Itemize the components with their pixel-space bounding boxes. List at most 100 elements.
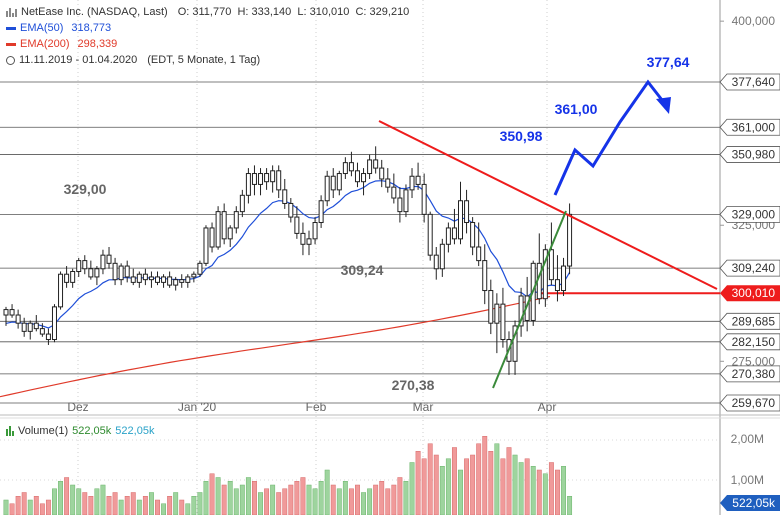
price-level-tag	[719, 205, 780, 223]
candle-body	[306, 238, 312, 245]
candle	[167, 271, 173, 288]
candle-body	[482, 260, 488, 292]
price-level-tag-label: 259,670	[732, 396, 776, 410]
candle-body	[470, 222, 476, 248]
time-tick-label: Mär	[413, 400, 434, 414]
candle	[51, 304, 57, 343]
candle-body	[191, 273, 197, 278]
candle-body	[518, 295, 524, 327]
volume-bar	[494, 443, 500, 515]
candle-body	[130, 276, 136, 283]
candle-body	[215, 211, 221, 248]
candle	[494, 293, 500, 354]
candle	[161, 274, 167, 288]
volume-bar	[536, 469, 542, 515]
price-axis: 400,000325,000275,000377,640361,000350,9…	[719, 14, 780, 412]
candle-body	[227, 227, 233, 240]
volume-bar	[197, 492, 203, 515]
volume-bar	[136, 499, 142, 515]
candle-body	[136, 273, 142, 283]
candle-body	[142, 273, 148, 281]
candle	[9, 304, 15, 318]
time-tick-label: Dez	[67, 400, 88, 414]
candle	[185, 274, 191, 288]
candle	[209, 222, 215, 253]
candle	[58, 271, 64, 310]
ema200-swatch	[6, 42, 16, 46]
candle	[39, 323, 45, 337]
candle-body	[245, 173, 251, 196]
volume-bar	[209, 473, 215, 515]
candle-body	[427, 213, 433, 256]
candle	[21, 317, 27, 337]
volume-bar	[100, 484, 106, 515]
ohlc-values: O: 311,770 H: 333,140 L: 310,010 C: 329,…	[177, 6, 410, 18]
volume-bar	[464, 458, 470, 515]
volume-bar	[312, 488, 318, 515]
candle-body	[476, 246, 482, 262]
candle	[221, 203, 227, 245]
candle	[324, 170, 330, 207]
candle	[282, 178, 288, 209]
candle	[500, 287, 506, 348]
candle-body	[464, 200, 470, 224]
candle	[203, 225, 209, 267]
candle	[27, 320, 33, 340]
candle-body	[385, 178, 391, 188]
volume-bar	[367, 488, 373, 515]
volume-bars	[3, 436, 573, 515]
candle	[136, 271, 142, 288]
volume-bar	[336, 488, 342, 515]
volume-bar	[203, 481, 209, 515]
candle-body	[155, 276, 160, 283]
candle-body	[397, 197, 403, 213]
candle	[464, 189, 470, 234]
volume-bar	[270, 484, 276, 515]
candle	[367, 154, 373, 179]
volume-bar	[233, 488, 239, 515]
candle	[336, 170, 342, 196]
clock-icon	[6, 55, 15, 65]
price-level-tag	[719, 312, 780, 330]
candle	[148, 271, 154, 288]
volume-axis: 2,00M 1,00M 522,05k	[720, 432, 780, 511]
candle	[3, 306, 9, 326]
candle-body	[391, 186, 397, 199]
candle	[251, 165, 257, 196]
candle-body	[179, 279, 185, 283]
volume-bar	[3, 499, 9, 515]
price-level-tag-label: 361,000	[732, 120, 776, 134]
volume-bar	[458, 469, 463, 515]
ema50-swatch	[6, 26, 16, 30]
volume-bar	[379, 481, 385, 515]
candle	[124, 260, 130, 283]
ema50-path	[5, 180, 571, 329]
candle-body	[264, 173, 270, 183]
candle-body	[239, 194, 245, 213]
candle-body	[258, 173, 264, 185]
volume-bar	[264, 488, 270, 515]
volume-bar	[191, 496, 197, 515]
price-level-tag	[719, 394, 780, 412]
candle	[106, 247, 112, 269]
candle-body	[409, 175, 415, 191]
price-level-tag	[719, 333, 780, 351]
volume-bar	[282, 488, 288, 515]
candle	[451, 208, 457, 245]
candle-body	[367, 159, 373, 175]
volume-bar	[94, 488, 100, 515]
volume-bar	[118, 499, 124, 515]
volume-bar	[167, 496, 173, 515]
candle-body	[51, 306, 57, 341]
candle	[288, 198, 294, 223]
candle-body	[379, 167, 385, 180]
ema200-label: EMA(200)	[20, 38, 70, 50]
price-level-tag	[719, 146, 780, 163]
projection-arrowhead	[656, 97, 671, 114]
candle	[542, 244, 548, 307]
volume-bar	[385, 488, 391, 515]
candle-body	[488, 290, 494, 324]
price-tick-label: 400,000	[732, 14, 776, 28]
candle-body	[342, 162, 348, 175]
